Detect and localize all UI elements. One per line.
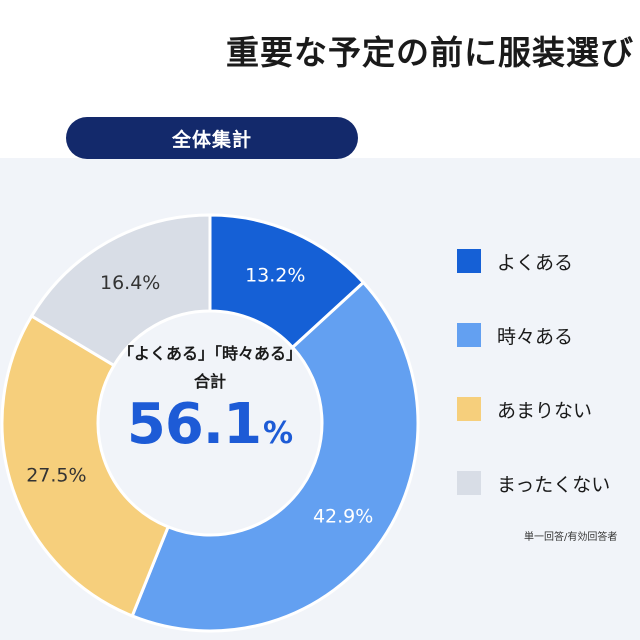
legend-item-rarely: あまりない: [457, 394, 592, 424]
chart-title: 重要な予定の前に服装選び: [226, 33, 634, 72]
legend-label-rarely: あまりない: [497, 399, 593, 422]
slice-never: [29, 213, 212, 368]
slice-label-rarely: 27.5%: [26, 465, 86, 487]
center-total-value: 56.1%: [100, 392, 320, 457]
center-caption-total: 合計: [193, 372, 226, 391]
donut-slices: [0, 213, 420, 633]
legend-label-often: よくある: [497, 251, 574, 274]
donut-slice-labels: 13.2% 42.9% 27.5% 16.4%: [26, 265, 373, 528]
legend-item-often: よくある: [457, 246, 573, 276]
legend-item-never: まったくない: [457, 468, 610, 498]
slice-label-sometimes: 42.9%: [313, 505, 373, 527]
center-caption: 「よくある」「時々ある」: [117, 344, 302, 363]
legend-item-sometimes: 時々ある: [457, 320, 573, 350]
center-total-number: 56.1: [126, 392, 262, 457]
slice-label-never: 16.4%: [100, 272, 160, 294]
legend-label-sometimes: 時々ある: [497, 325, 574, 348]
legend-label-never: まったくない: [497, 473, 611, 496]
slice-sometimes: [130, 280, 420, 633]
slice-label-often: 13.2%: [245, 265, 305, 287]
slice-rarely: [0, 313, 171, 618]
center-total-unit: %: [263, 416, 294, 451]
legend-swatch-often: [457, 249, 481, 273]
answer-note: 単一回答/有効回答者: [524, 532, 618, 543]
summary-pill: 全体集計: [66, 117, 358, 159]
legend-swatch-rarely: [457, 397, 481, 421]
legend-swatch-sometimes: [457, 323, 481, 347]
legend-swatch-never: [457, 471, 481, 495]
